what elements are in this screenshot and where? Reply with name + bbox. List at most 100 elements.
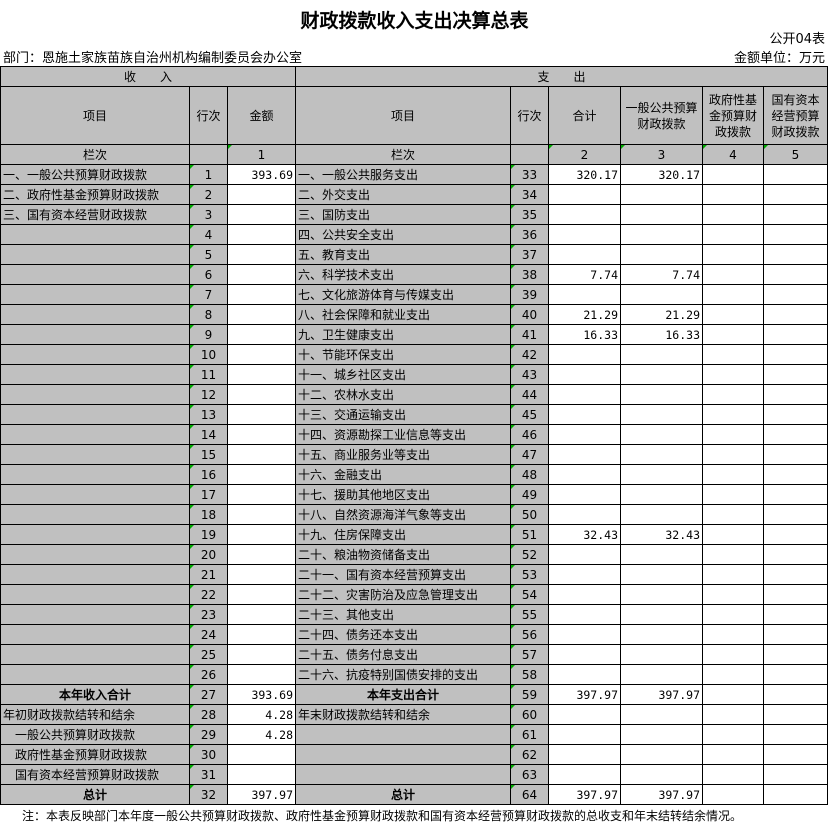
income-item-cell[interactable] xyxy=(0,424,190,445)
total-cell[interactable] xyxy=(548,644,621,665)
income-amount-cell[interactable] xyxy=(227,364,296,385)
general-budget-cell[interactable] xyxy=(620,284,703,305)
total-cell[interactable] xyxy=(548,444,621,465)
expense-line-cell[interactable]: 64 xyxy=(510,784,549,805)
income-amount-cell[interactable] xyxy=(227,284,296,305)
income-line-cell[interactable]: 24 xyxy=(189,624,228,645)
expense-item-cell[interactable] xyxy=(295,764,511,785)
income-line-cell[interactable]: 13 xyxy=(189,404,228,425)
state-capital-cell[interactable] xyxy=(763,584,828,605)
expense-item-cell[interactable]: 八、社会保障和就业支出 xyxy=(295,304,511,325)
gov-fund-cell[interactable] xyxy=(702,724,764,745)
expense-line-cell[interactable]: 61 xyxy=(510,724,549,745)
income-amount-cell[interactable] xyxy=(227,624,296,645)
state-capital-cell[interactable] xyxy=(763,684,828,705)
income-item-cell[interactable] xyxy=(0,524,190,545)
income-line-cell[interactable]: 5 xyxy=(189,244,228,265)
income-item-cell[interactable]: 年初财政拨款结转和结余 xyxy=(0,704,190,725)
income-item-cell[interactable] xyxy=(0,344,190,365)
expense-item-cell[interactable]: 二十、粮油物资储备支出 xyxy=(295,544,511,565)
general-budget-cell[interactable] xyxy=(620,444,703,465)
gov-fund-cell[interactable] xyxy=(702,584,764,605)
income-item-cell[interactable] xyxy=(0,504,190,525)
income-line-cell[interactable]: 22 xyxy=(189,584,228,605)
gov-fund-cell[interactable] xyxy=(702,264,764,285)
gov-fund-cell[interactable] xyxy=(702,384,764,405)
total-cell[interactable] xyxy=(548,584,621,605)
general-budget-cell[interactable] xyxy=(620,204,703,225)
income-line-cell[interactable]: 28 xyxy=(189,704,228,725)
income-amount-cell[interactable]: 393.69 xyxy=(227,164,296,185)
total-cell[interactable] xyxy=(548,244,621,265)
income-line-cell[interactable]: 6 xyxy=(189,264,228,285)
general-budget-cell[interactable] xyxy=(620,664,703,685)
gov-fund-cell[interactable] xyxy=(702,664,764,685)
gov-fund-cell[interactable] xyxy=(702,604,764,625)
income-item-cell[interactable]: 一般公共预算财政拨款 xyxy=(0,724,190,745)
income-amount-cell[interactable] xyxy=(227,744,296,765)
expense-line-cell[interactable]: 48 xyxy=(510,464,549,485)
income-item-cell[interactable]: 二、政府性基金预算财政拨款 xyxy=(0,184,190,205)
state-capital-cell[interactable] xyxy=(763,544,828,565)
expense-item-cell[interactable]: 本年支出合计 xyxy=(295,684,511,705)
general-budget-cell[interactable] xyxy=(620,704,703,725)
gov-fund-cell[interactable] xyxy=(702,204,764,225)
total-cell[interactable]: 320.17 xyxy=(548,164,621,185)
total-cell[interactable] xyxy=(548,664,621,685)
total-cell[interactable] xyxy=(548,204,621,225)
expense-line-cell[interactable]: 38 xyxy=(510,264,549,285)
expense-line-cell[interactable]: 58 xyxy=(510,664,549,685)
gov-fund-cell[interactable] xyxy=(702,744,764,765)
expense-item-cell[interactable]: 一、一般公共服务支出 xyxy=(295,164,511,185)
state-capital-cell[interactable] xyxy=(763,224,828,245)
general-budget-cell[interactable] xyxy=(620,344,703,365)
gov-fund-cell[interactable] xyxy=(702,544,764,565)
general-budget-cell[interactable]: 16.33 xyxy=(620,324,703,345)
expense-line-cell[interactable]: 42 xyxy=(510,344,549,365)
state-capital-cell[interactable] xyxy=(763,304,828,325)
income-amount-cell[interactable] xyxy=(227,304,296,325)
state-capital-cell[interactable] xyxy=(763,764,828,785)
income-line-cell[interactable]: 19 xyxy=(189,524,228,545)
total-cell[interactable] xyxy=(548,504,621,525)
income-item-cell[interactable] xyxy=(0,384,190,405)
income-line-cell[interactable]: 23 xyxy=(189,604,228,625)
income-amount-cell[interactable]: 4.28 xyxy=(227,724,296,745)
expense-line-cell[interactable]: 63 xyxy=(510,764,549,785)
total-cell[interactable] xyxy=(548,484,621,505)
general-budget-cell[interactable] xyxy=(620,724,703,745)
gov-fund-cell[interactable] xyxy=(702,284,764,305)
expense-item-cell[interactable]: 二十二、灾害防治及应急管理支出 xyxy=(295,584,511,605)
total-cell[interactable] xyxy=(548,544,621,565)
general-budget-cell[interactable] xyxy=(620,564,703,585)
state-capital-cell[interactable] xyxy=(763,324,828,345)
income-amount-cell[interactable] xyxy=(227,344,296,365)
state-capital-cell[interactable] xyxy=(763,364,828,385)
income-line-cell[interactable]: 26 xyxy=(189,664,228,685)
expense-line-cell[interactable]: 52 xyxy=(510,544,549,565)
income-item-cell[interactable] xyxy=(0,364,190,385)
income-item-cell[interactable] xyxy=(0,464,190,485)
expense-item-cell[interactable]: 二十一、国有资本经营预算支出 xyxy=(295,564,511,585)
income-item-cell[interactable] xyxy=(0,224,190,245)
income-amount-cell[interactable] xyxy=(227,424,296,445)
income-item-cell[interactable]: 三、国有资本经营财政拨款 xyxy=(0,204,190,225)
general-budget-cell[interactable]: 397.97 xyxy=(620,784,703,805)
income-amount-cell[interactable] xyxy=(227,224,296,245)
total-cell[interactable]: 21.29 xyxy=(548,304,621,325)
income-amount-cell[interactable] xyxy=(227,504,296,525)
state-capital-cell[interactable] xyxy=(763,424,828,445)
state-capital-cell[interactable] xyxy=(763,404,828,425)
income-line-cell[interactable]: 15 xyxy=(189,444,228,465)
gov-fund-cell[interactable] xyxy=(702,224,764,245)
general-budget-cell[interactable] xyxy=(620,644,703,665)
general-budget-cell[interactable]: 397.97 xyxy=(620,684,703,705)
general-budget-cell[interactable] xyxy=(620,384,703,405)
state-capital-cell[interactable] xyxy=(763,344,828,365)
state-capital-cell[interactable] xyxy=(763,704,828,725)
general-budget-cell[interactable]: 32.43 xyxy=(620,524,703,545)
expense-line-cell[interactable]: 34 xyxy=(510,184,549,205)
income-item-cell[interactable] xyxy=(0,664,190,685)
expense-line-cell[interactable]: 36 xyxy=(510,224,549,245)
expense-item-cell[interactable]: 十二、农林水支出 xyxy=(295,384,511,405)
